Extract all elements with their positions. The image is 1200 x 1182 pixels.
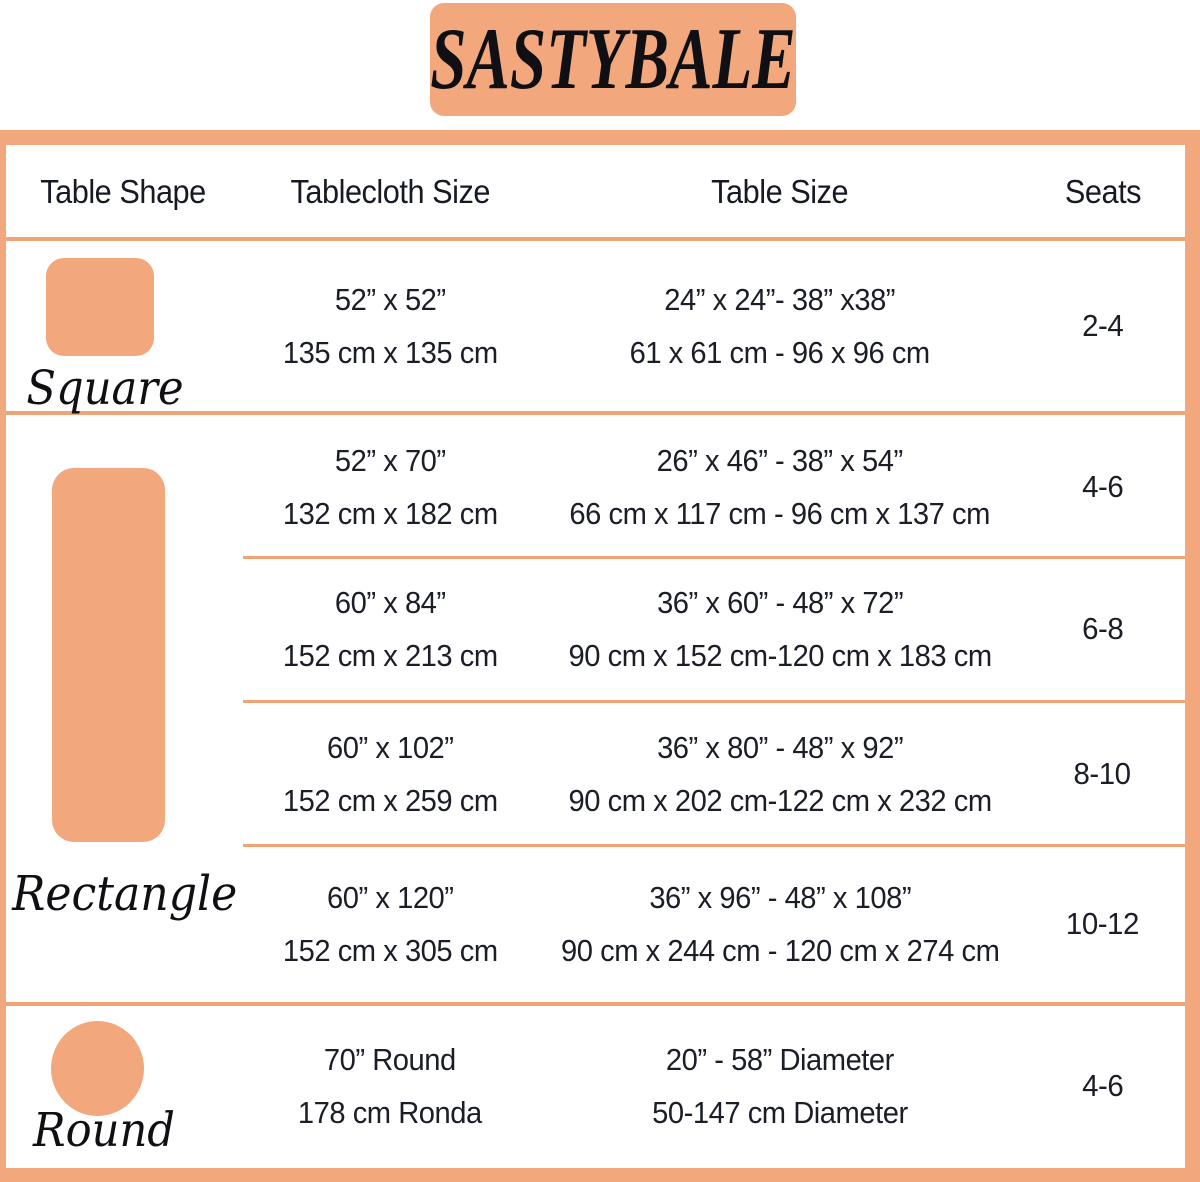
seats-value: 2-4: [1081, 308, 1124, 343]
seats-value: 4-6: [1081, 469, 1124, 504]
table-size-inches: 36” x 96” - 48” x 108”: [649, 880, 911, 915]
divider-rectangle-round: [6, 1002, 1185, 1006]
table-size-cell: 36” x 60” - 48” x 72” 90 cm x 152 cm-120…: [540, 576, 1020, 682]
header-table-size: Table Size: [540, 173, 1020, 211]
header-tablecloth-size: Tablecloth Size: [240, 173, 540, 211]
tablecloth-size-cm: 132 cm x 182 cm: [282, 496, 498, 531]
table-size-cm: 90 cm x 244 cm - 120 cm x 274 cm: [560, 933, 1000, 968]
round-shape-icon: [51, 1021, 144, 1116]
tablecloth-size-cell: 52” x 70” 132 cm x 182 cm: [240, 434, 540, 540]
rectangle-shape-label: Rectangle: [12, 866, 238, 922]
table-size-cell: 36” x 96” - 48” x 108” 90 cm x 244 cm - …: [540, 871, 1020, 977]
table-row-round: 70” Round 178 cm Ronda 20” - 58” Diamete…: [6, 1006, 1185, 1166]
table-size-inches: 26” x 46” - 38” x 54”: [656, 443, 903, 478]
tablecloth-size-cm: 135 cm x 135 cm: [282, 335, 498, 370]
tablecloth-size-inches: 60” x 120”: [326, 880, 454, 915]
table-size-cm: 66 cm x 117 cm - 96 cm x 137 cm: [569, 496, 991, 531]
table-size-inches: 24” x 24”- 38” x38”: [664, 282, 896, 317]
tablecloth-size-inches: 60” x 84”: [334, 584, 446, 620]
table-row-square: 52” x 52” 135 cm x 135 cm 24” x 24”- 38”…: [6, 241, 1185, 411]
tablecloth-size-inches: 52” x 70”: [334, 443, 446, 478]
brand-title: SASTYBALE: [430, 11, 796, 108]
table-size-cm: 90 cm x 202 cm-122 cm x 232 cm: [568, 782, 992, 818]
seats-value: 6-8: [1081, 610, 1124, 646]
header-table-shape: Table Shape: [6, 173, 240, 211]
rectangle-shape-icon: [52, 468, 165, 842]
tablecloth-size-inches: 60” x 102”: [326, 729, 454, 765]
seats-cell: 4-6: [1020, 1068, 1185, 1104]
table-size-cell: 36” x 80” - 48” x 92” 90 cm x 202 cm-122…: [540, 721, 1020, 827]
table-header-row: Table Shape Tablecloth Size Table Size S…: [6, 146, 1185, 237]
tablecloth-size-cm: 178 cm Ronda: [298, 1095, 482, 1130]
table-size-cell: 26” x 46” - 38” x 54” 66 cm x 117 cm - 9…: [540, 434, 1020, 540]
seats-cell: 10-12: [1020, 906, 1185, 942]
divider-rect-3: [243, 844, 1185, 847]
table-size-cm: 61 x 61 cm - 96 x 96 cm: [629, 335, 931, 370]
header-seats: Seats: [1020, 173, 1185, 211]
seats-value: 8-10: [1073, 755, 1132, 791]
round-shape-label: Round: [33, 1103, 175, 1158]
tablecloth-size-cell: 60” x 120” 152 cm x 305 cm: [240, 871, 540, 977]
tablecloth-size-cm: 152 cm x 305 cm: [282, 933, 498, 968]
seats-cell: 8-10: [1020, 756, 1185, 792]
square-shape-label: Square: [26, 361, 184, 416]
header-tablecloth-size-label: Tablecloth Size: [290, 172, 490, 210]
tablecloth-size-cell: 60” x 84” 152 cm x 213 cm: [240, 576, 540, 682]
table-row-rect-2: 60” x 84” 152 cm x 213 cm 36” x 60” - 48…: [6, 559, 1185, 698]
tablecloth-size-cell: 70” Round 178 cm Ronda: [240, 1033, 540, 1139]
seats-value: 10-12: [1066, 906, 1139, 941]
tablecloth-size-inches: 70” Round: [324, 1042, 456, 1077]
table-size-cell: 24” x 24”- 38” x38” 61 x 61 cm - 96 x 96…: [540, 273, 1020, 379]
table-size-inches: 36” x 80” - 48” x 92”: [656, 729, 903, 765]
table-row-rect-1: 52” x 70” 132 cm x 182 cm 26” x 46” - 38…: [6, 419, 1185, 555]
header-table-shape-label: Table Shape: [40, 172, 206, 210]
seats-value: 4-6: [1081, 1068, 1124, 1103]
divider-rect-2: [243, 700, 1185, 703]
tablecloth-size-cell: 60” x 102” 152 cm x 259 cm: [240, 721, 540, 827]
table-row-rect-4: 60” x 120” 152 cm x 305 cm 36” x 96” - 4…: [6, 849, 1185, 999]
table-row-rect-3: 60” x 102” 152 cm x 259 cm 36” x 80” - 4…: [6, 702, 1185, 845]
table-size-cm: 90 cm x 152 cm-120 cm x 183 cm: [568, 637, 992, 673]
table-size-inches: 20” - 58” Diameter: [666, 1042, 894, 1077]
size-table-frame: [0, 130, 1200, 1182]
divider-square-rectangle: [6, 411, 1185, 415]
seats-cell: 6-8: [1020, 611, 1185, 647]
seats-cell: 4-6: [1020, 469, 1185, 505]
tablecloth-size-cell: 52” x 52” 135 cm x 135 cm: [240, 273, 540, 379]
brand-banner: SASTYBALE: [430, 3, 796, 116]
divider-rect-1: [243, 556, 1185, 559]
tablecloth-size-cm: 152 cm x 213 cm: [282, 637, 498, 673]
divider-header: [6, 237, 1185, 241]
tablecloth-size-cm: 152 cm x 259 cm: [282, 782, 498, 818]
table-size-inches: 36” x 60” - 48” x 72”: [656, 584, 903, 620]
seats-cell: 2-4: [1020, 308, 1185, 344]
square-shape-icon: [46, 258, 154, 356]
tablecloth-size-inches: 52” x 52”: [334, 282, 446, 317]
table-size-cm: 50-147 cm Diameter: [652, 1095, 908, 1130]
table-size-cell: 20” - 58” Diameter 50-147 cm Diameter: [540, 1033, 1020, 1139]
header-seats-label: Seats: [1064, 172, 1141, 210]
header-table-size-label: Table Size: [711, 172, 849, 210]
